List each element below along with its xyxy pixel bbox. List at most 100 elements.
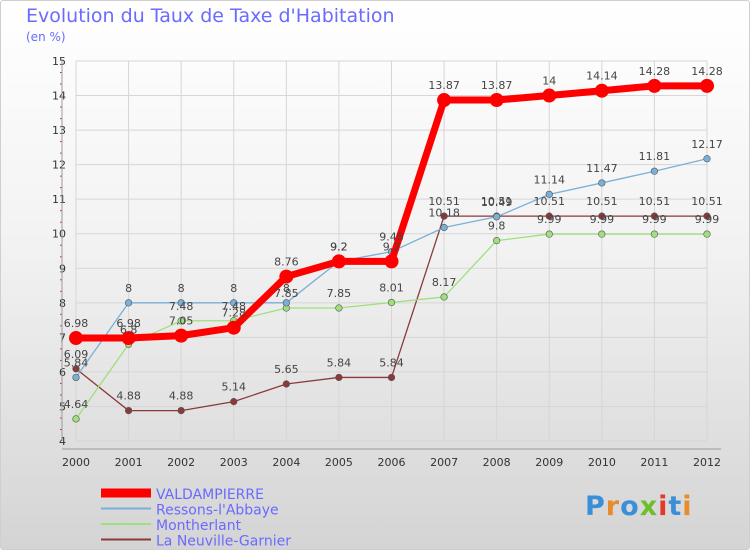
legend-label-0: VALDAMPIERRE bbox=[156, 487, 264, 503]
data-point-0 bbox=[121, 331, 136, 346]
data-point-3 bbox=[387, 373, 396, 382]
data-point-1 bbox=[230, 299, 238, 307]
data-point-2 bbox=[650, 230, 659, 238]
data-label-3: 10.51 bbox=[691, 195, 723, 208]
x-tick-label: 2005 bbox=[325, 456, 353, 469]
data-label-1: 8 bbox=[283, 282, 290, 295]
data-label-0: 6.98 bbox=[64, 317, 89, 330]
x-tick-label: 2003 bbox=[220, 456, 248, 469]
data-point-0 bbox=[331, 254, 346, 269]
data-point-0 bbox=[542, 88, 557, 103]
data-label-0: 6.98 bbox=[116, 317, 141, 330]
data-label-2: 9.99 bbox=[590, 213, 615, 226]
x-tick-label: 2004 bbox=[272, 456, 300, 469]
data-point-2 bbox=[387, 298, 396, 307]
data-label-2: 9.99 bbox=[642, 213, 667, 226]
data-label-3: 5.84 bbox=[327, 356, 352, 369]
data-label-2: 8.17 bbox=[432, 276, 457, 289]
data-point-0 bbox=[69, 331, 83, 346]
data-point-2 bbox=[72, 415, 80, 423]
data-label-0: 14.28 bbox=[691, 65, 723, 78]
data-label-0: 9.2 bbox=[330, 240, 348, 253]
data-label-2: 9.99 bbox=[695, 213, 720, 226]
data-point-3 bbox=[545, 212, 553, 220]
data-label-1: 5.84 bbox=[64, 356, 89, 369]
data-label-1: 11.47 bbox=[586, 162, 618, 175]
data-point-2 bbox=[335, 304, 343, 312]
brand-letter: o bbox=[620, 491, 640, 522]
data-label-1: 8 bbox=[125, 282, 132, 295]
data-label-0: 9.2 bbox=[383, 240, 401, 253]
data-point-1 bbox=[440, 223, 448, 232]
data-label-1: 9.48 bbox=[379, 231, 404, 244]
data-point-3 bbox=[124, 407, 133, 415]
data-label-0: 7.28 bbox=[222, 307, 247, 320]
data-point-1 bbox=[703, 155, 711, 163]
data-label-1: 12.17 bbox=[691, 138, 723, 151]
data-point-3 bbox=[282, 380, 290, 388]
data-label-2: 6.8 bbox=[120, 323, 138, 336]
y-tick-label: 12 bbox=[52, 159, 66, 172]
brand-logo: Proxiti bbox=[585, 491, 693, 522]
chart-subtitle: (en %) bbox=[26, 30, 66, 44]
data-point-2 bbox=[703, 230, 711, 238]
data-label-2: 4.64 bbox=[64, 398, 89, 411]
data-label-0: 14 bbox=[542, 75, 556, 88]
data-point-1 bbox=[650, 167, 659, 175]
chart-title: Evolution du Taux de Taxe d'Habitation bbox=[26, 5, 395, 27]
x-tick-label: 2007 bbox=[430, 456, 458, 469]
data-point-2 bbox=[177, 317, 185, 325]
y-tick-label: 11 bbox=[52, 193, 66, 206]
data-point-1 bbox=[545, 190, 553, 198]
data-point-3 bbox=[440, 212, 448, 220]
data-label-1: 11.14 bbox=[534, 173, 566, 186]
data-label-3: 5.14 bbox=[222, 381, 247, 394]
data-label-1: 11.81 bbox=[639, 150, 671, 163]
data-point-0 bbox=[594, 83, 609, 98]
data-label-3: 5.65 bbox=[274, 363, 299, 376]
data-label-3: 10.51 bbox=[639, 195, 671, 208]
brand-letter: r bbox=[605, 491, 621, 522]
data-label-1: 8 bbox=[178, 282, 185, 295]
data-label-3: 4.88 bbox=[116, 390, 141, 403]
data-point-3 bbox=[598, 212, 606, 220]
data-point-3 bbox=[335, 373, 343, 382]
data-label-1: 10.49 bbox=[481, 196, 513, 209]
data-label-0: 7.05 bbox=[169, 315, 194, 328]
data-point-1 bbox=[72, 373, 80, 382]
data-label-2: 9.99 bbox=[537, 213, 562, 226]
data-point-3 bbox=[650, 212, 659, 220]
data-point-0 bbox=[700, 78, 714, 93]
data-label-0: 14.28 bbox=[639, 65, 671, 78]
data-point-0 bbox=[489, 93, 504, 108]
data-label-2: 7.48 bbox=[169, 300, 194, 313]
data-label-0: 14.14 bbox=[586, 70, 618, 83]
x-tick-label: 2002 bbox=[167, 456, 195, 469]
data-label-2: 7.48 bbox=[222, 300, 247, 313]
data-label-3: 10.51 bbox=[534, 195, 566, 208]
data-point-0 bbox=[437, 93, 452, 108]
y-tick-label: 14 bbox=[52, 90, 66, 103]
brand-letter: x bbox=[639, 491, 659, 522]
data-label-3: 6.09 bbox=[64, 348, 89, 361]
brand-letter: t bbox=[668, 491, 683, 522]
data-label-2: 7.85 bbox=[327, 287, 352, 300]
data-label-2: 9.8 bbox=[488, 220, 506, 233]
data-label-0: 8.76 bbox=[274, 256, 299, 269]
data-label-0: 13.87 bbox=[428, 79, 460, 92]
data-label-1: 10.18 bbox=[428, 207, 460, 220]
data-label-1: 8 bbox=[230, 282, 237, 295]
y-tick-label: 15 bbox=[52, 55, 66, 68]
data-point-1 bbox=[493, 213, 501, 221]
x-tick-label: 2001 bbox=[115, 456, 143, 469]
data-label-3: 10.51 bbox=[481, 195, 513, 208]
legend-label-3: La Neuville-Garnier bbox=[156, 534, 291, 550]
data-point-2 bbox=[545, 230, 553, 238]
x-tick-label: 2011 bbox=[640, 456, 668, 469]
data-point-1 bbox=[598, 179, 606, 187]
x-tick-label: 2009 bbox=[535, 456, 563, 469]
data-label-3: 4.88 bbox=[169, 390, 194, 403]
data-point-3 bbox=[72, 365, 80, 373]
